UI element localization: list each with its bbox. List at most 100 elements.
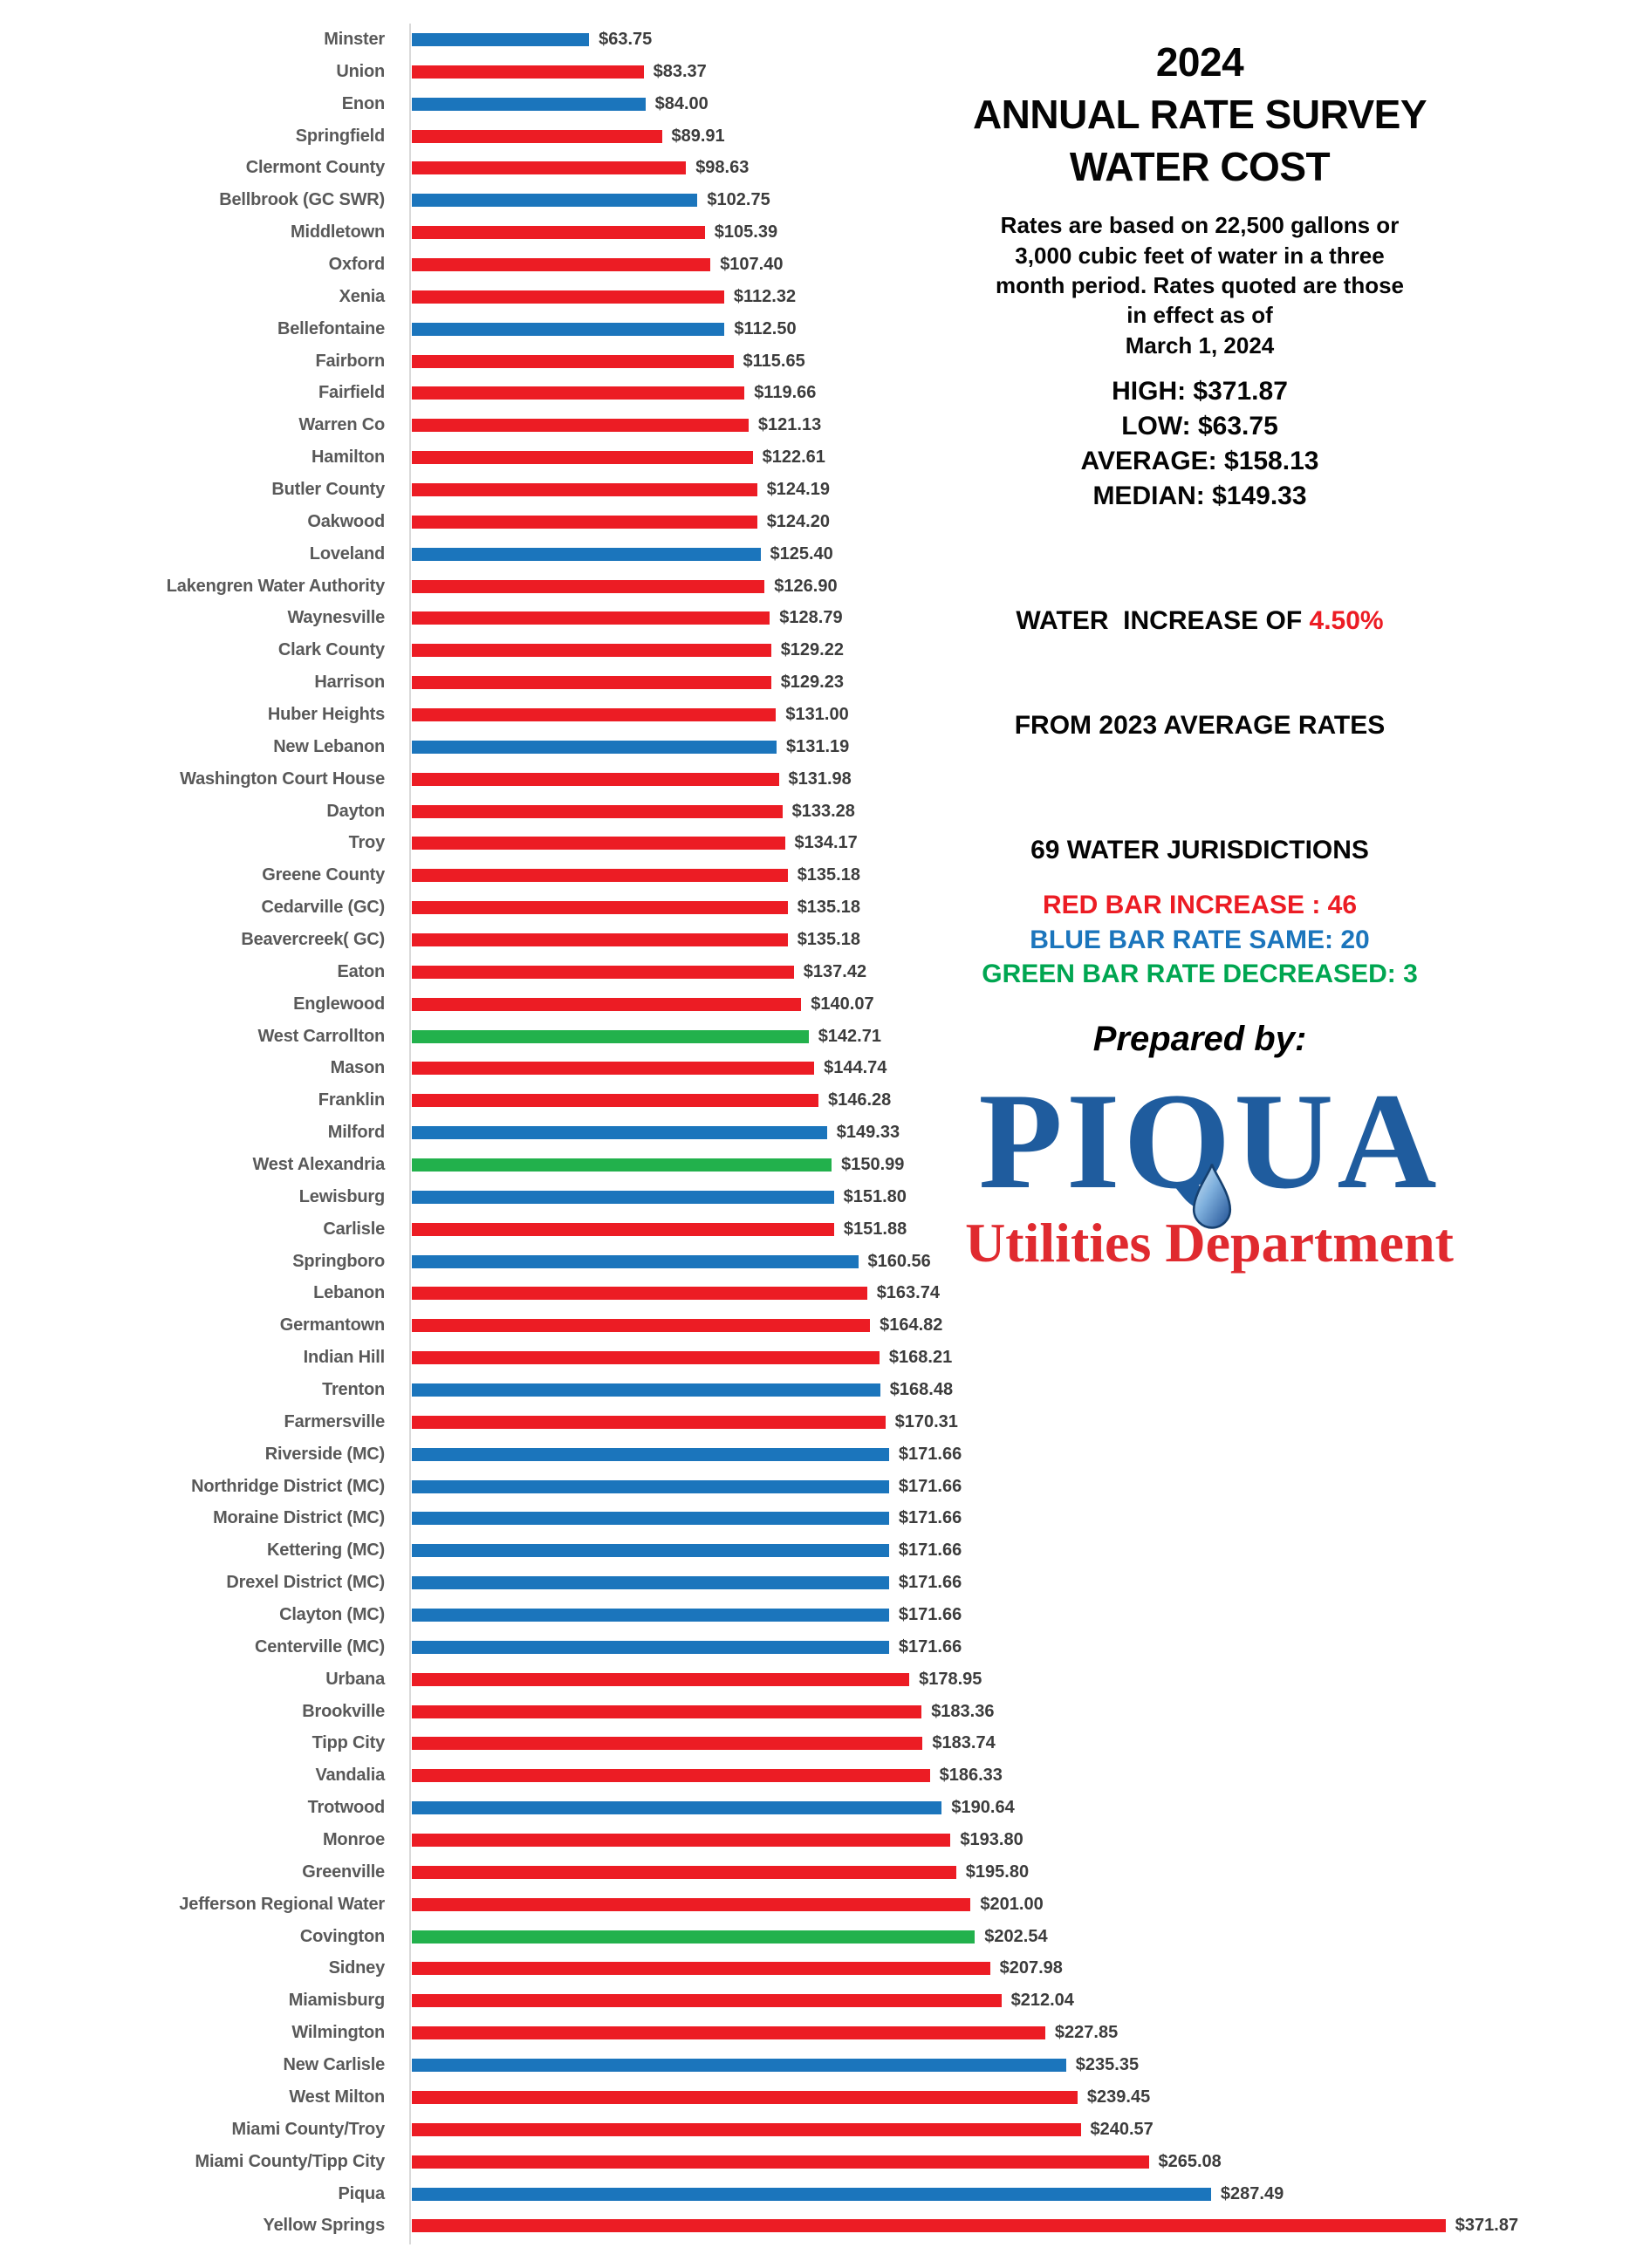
bar-row: Butler County $124.19 [0, 474, 1643, 506]
value-label: $144.74 [824, 1058, 887, 1078]
value-label: $124.19 [766, 479, 830, 499]
category-label: Jefferson Regional Water [179, 1894, 385, 1914]
bar-zone: $183.74 [398, 1733, 996, 1753]
bar-zone: $171.66 [398, 1477, 962, 1497]
category-label: Clermont County [245, 158, 385, 178]
value-label: $122.61 [762, 447, 825, 468]
title-line-2: ANNUAL RATE SURVEY [972, 91, 1427, 137]
value-label: $131.19 [786, 736, 850, 756]
bar [412, 1029, 809, 1043]
bar-row: West Milton $239.45 [0, 2081, 1643, 2114]
value-label: $163.74 [876, 1283, 940, 1303]
bar-row: Bellefontaine $112.50 [0, 313, 1643, 345]
bar-row: Enon $84.00 [0, 88, 1643, 120]
value-label: $235.35 [1075, 2055, 1140, 2075]
value-label: $202.54 [984, 1926, 1048, 1946]
stat-high: HIGH: $371.87 [1112, 376, 1288, 406]
bar [412, 2122, 1081, 2136]
category-label: Indian Hill [303, 1348, 386, 1368]
category-label: Union [336, 61, 385, 81]
bar-row: Lewisburg $151.80 [0, 1181, 1643, 1213]
bar-zone: $240.57 [398, 2120, 1154, 2140]
bar-zone: $112.50 [398, 319, 797, 339]
value-label: $149.33 [836, 1123, 900, 1143]
value-label: $131.00 [785, 704, 849, 724]
category-label: Bellbrook (GC SWR) [219, 190, 385, 210]
bar [412, 676, 771, 690]
value-label: $129.23 [780, 673, 844, 693]
value-label: $160.56 [867, 1251, 931, 1271]
bar-row: Monroe $193.80 [0, 1824, 1643, 1856]
bar-zone: $202.54 [398, 1927, 1048, 1947]
bar-zone: $287.49 [398, 2184, 1284, 2204]
bar-zone: $121.13 [398, 415, 821, 435]
bar [412, 290, 724, 304]
bar-zone: $129.23 [398, 673, 844, 693]
bar-zone: $134.17 [398, 833, 858, 853]
bar-row: Piqua $287.49 [0, 2178, 1643, 2210]
bar [412, 1801, 942, 1815]
category-label: Northridge District (MC) [191, 1476, 385, 1496]
value-label: $186.33 [939, 1766, 1003, 1786]
value-label: $137.42 [803, 961, 867, 981]
category-label: Cedarville (GC) [261, 898, 386, 918]
value-label: $171.66 [898, 1476, 962, 1496]
value-label: $183.74 [932, 1733, 996, 1753]
category-label: Oakwood [307, 511, 385, 531]
bar-zone: $151.80 [398, 1187, 907, 1207]
bar [412, 1383, 880, 1397]
value-label: $171.66 [898, 1605, 962, 1625]
bar [412, 2059, 1066, 2073]
category-label: Tipp City [311, 1733, 386, 1753]
bar-zone: $133.28 [398, 802, 855, 822]
increase-percent: 4.50% [1309, 606, 1384, 636]
category-label: New Carlisle [283, 2055, 385, 2075]
category-label: Springboro [292, 1251, 385, 1271]
bar [412, 1834, 951, 1848]
value-label: $183.36 [931, 1701, 995, 1721]
category-label: Miami County/Tipp City [195, 2151, 386, 2171]
bar-row: Trenton $168.48 [0, 1374, 1643, 1406]
bar-row: Bellbrook (GC SWR) $102.75 [0, 184, 1643, 216]
bar-row: Union $83.37 [0, 56, 1643, 88]
bar-row: Germantown $164.82 [0, 1309, 1643, 1342]
category-label: Farmersville [284, 1411, 386, 1431]
category-label: Waynesville [287, 608, 385, 628]
value-label: $107.40 [720, 254, 784, 274]
bar-row: Franklin $146.28 [0, 1084, 1643, 1117]
value-label: $115.65 [743, 351, 805, 371]
category-label: Eaton [337, 961, 385, 981]
category-label: Hamilton [311, 447, 385, 468]
bar-zone: $265.08 [398, 2152, 1222, 2172]
category-label: Lakengren Water Authority [166, 576, 385, 596]
value-label: $201.00 [980, 1894, 1044, 1914]
category-label: Englewood [293, 994, 385, 1014]
bar [412, 1351, 880, 1365]
bar-row: Urbana $178.95 [0, 1663, 1643, 1696]
bar-row: Vandalia $186.33 [0, 1759, 1643, 1792]
category-label: Springfield [295, 126, 385, 146]
value-label: $133.28 [791, 801, 855, 821]
bar-row: Milford $149.33 [0, 1117, 1643, 1149]
bar-row: Jefferson Regional Water $201.00 [0, 1889, 1643, 1921]
title-line-3: WATER COST [1069, 143, 1331, 189]
bar-zone: $190.64 [398, 1798, 1015, 1818]
bar-zone: $195.80 [398, 1862, 1029, 1882]
category-label: Enon [341, 93, 385, 113]
value-label: $151.80 [843, 1186, 907, 1206]
bar [412, 451, 753, 465]
bar-zone: $178.95 [398, 1670, 982, 1690]
bar-zone: $124.19 [398, 480, 830, 500]
bar-row: Oxford $107.40 [0, 249, 1643, 281]
bar-rows: Minster $63.75 Union $83.37 Enon $84.00 … [0, 24, 1643, 2242]
description-line: 3,000 cubic feet of water in a three [1015, 242, 1385, 269]
value-label: $171.66 [898, 1508, 962, 1528]
bar [412, 1062, 815, 1076]
category-label: Greene County [262, 865, 385, 885]
category-label: Lewisburg [298, 1186, 385, 1206]
bar-row: Cedarville (GC) $135.18 [0, 891, 1643, 924]
bar-zone: $83.37 [398, 62, 707, 82]
bar [412, 740, 777, 754]
bar-row: West Alexandria $150.99 [0, 1149, 1643, 1181]
bar [412, 1319, 871, 1333]
